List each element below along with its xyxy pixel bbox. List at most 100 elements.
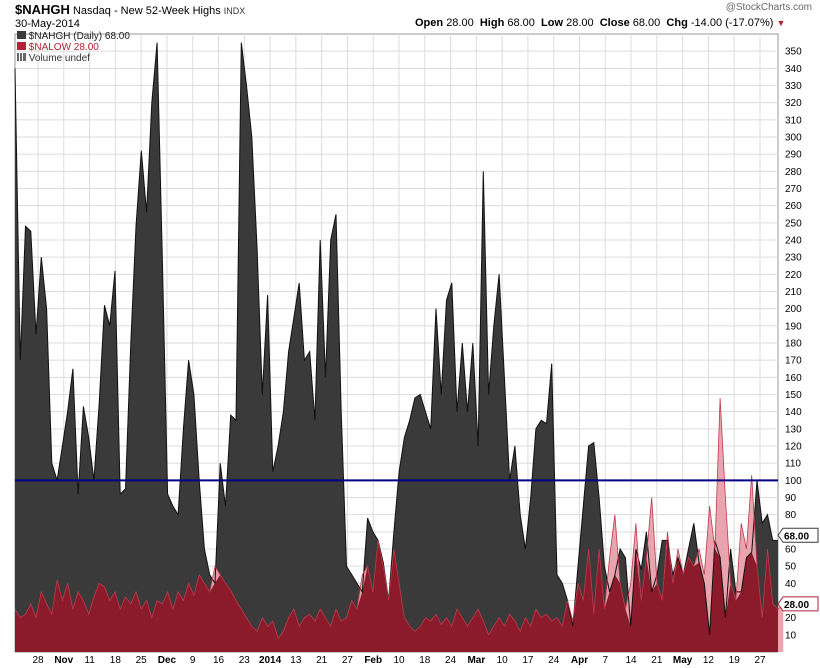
y-tick-label: 350 xyxy=(785,47,802,58)
x-tick-label: 10 xyxy=(497,655,509,666)
chart-date: 30-May-2014 xyxy=(15,18,80,30)
y-tick-label: 260 xyxy=(785,201,802,212)
price-tags: 68.00 28.00 xyxy=(777,527,819,612)
high-label: High xyxy=(479,17,505,29)
x-tick-label: 2014 xyxy=(259,655,282,666)
high-value: 68.00 xyxy=(507,17,535,29)
x-tick-label: 11 xyxy=(84,655,95,666)
x-tick-label: 18 xyxy=(419,655,431,666)
y-tick-label: 140 xyxy=(785,407,802,418)
y-tick-label: 330 xyxy=(785,81,802,92)
legend-item-highs: $NAHGH (Daily) 68.00 xyxy=(17,31,130,42)
y-tick-label: 80 xyxy=(785,510,797,521)
price-tag-lows: 28.00 xyxy=(777,596,819,612)
y-axis: 1020304050607080901001101201301401501601… xyxy=(785,47,802,642)
series-layer xyxy=(14,42,784,653)
price-tag-highs-shape xyxy=(777,527,819,543)
legend: $NAHGH (Daily) 68.00 $NALOW 28.00 Volume… xyxy=(17,31,130,64)
x-tick-label: 9 xyxy=(190,655,196,666)
price-tag-highs: 68.00 xyxy=(777,527,819,543)
y-tick-label: 320 xyxy=(785,98,802,109)
x-tick-label: 28 xyxy=(32,655,44,666)
close-value: 68.00 xyxy=(632,17,661,29)
ohlc-row: Open 28.00 High 68.00 Low 28.00 Close 68… xyxy=(415,17,785,29)
x-tick-label: 10 xyxy=(393,655,405,666)
y-tick-label: 230 xyxy=(785,253,802,264)
low-value: 28.00 xyxy=(566,17,594,29)
price-tag-highs-label: 68.00 xyxy=(784,531,809,542)
legend-item-volume: Volume undef xyxy=(17,53,130,64)
y-tick-label: 150 xyxy=(785,390,802,401)
overlap-area xyxy=(15,540,778,652)
y-tick-label: 220 xyxy=(785,270,802,281)
highs-area xyxy=(15,42,778,653)
x-tick-label: 19 xyxy=(729,655,741,666)
x-tick-label: Nov xyxy=(54,655,73,666)
y-tick-label: 170 xyxy=(785,356,802,367)
price-tag-lows-shape xyxy=(777,596,819,612)
y-tick-label: 210 xyxy=(785,287,802,298)
open-label: Open xyxy=(415,17,444,29)
y-tick-label: 180 xyxy=(785,339,802,350)
y-tick-label: 160 xyxy=(785,373,802,384)
x-tick-label: 25 xyxy=(136,655,148,666)
legend-item-lows: $NALOW 28.00 xyxy=(17,42,130,53)
legend-label-volume: Volume undef xyxy=(28,53,90,64)
x-tick-label: 14 xyxy=(626,655,638,666)
y-tick-label: 100 xyxy=(785,476,802,487)
y-tick-label: 250 xyxy=(785,218,802,229)
y-tick-label: 280 xyxy=(785,167,802,178)
y-tick-label: 40 xyxy=(785,579,797,590)
x-axis: 28 Nov 11 18 25 Dec 9 16 23 2014 13 21 27 Feb 10 18 24 Ma… xyxy=(32,655,766,666)
x-tick-label: 27 xyxy=(342,655,354,666)
lows-line xyxy=(14,397,784,640)
x-tick-label: Mar xyxy=(467,655,485,666)
x-tick-label: 27 xyxy=(754,655,766,666)
x-tick-label: May xyxy=(673,655,693,666)
chg-label: Chg xyxy=(666,17,688,29)
exchange: INDX xyxy=(223,6,246,16)
y-tick-label: 130 xyxy=(785,424,802,435)
y-tick-label: 290 xyxy=(785,150,802,161)
x-tick-label: 23 xyxy=(239,655,251,666)
volume-bars-icon xyxy=(17,53,26,61)
x-tick-label: 21 xyxy=(316,655,328,666)
legend-label-lows: $NALOW 28.00 xyxy=(28,42,99,53)
chg-value: -14.00 (-17.07%) xyxy=(690,17,774,29)
y-tick-label: 300 xyxy=(785,133,802,144)
y-tick-label: 90 xyxy=(785,493,797,504)
close-label: Close xyxy=(599,17,630,29)
symbol: $NAHGH xyxy=(15,2,70,17)
y-tick-label: 310 xyxy=(785,115,802,126)
chart-title: Nasdaq - New 52-Week Highs xyxy=(72,5,221,17)
y-tick-label: 340 xyxy=(785,64,802,75)
y-tick-label: 60 xyxy=(785,545,797,556)
y-tick-label: 20 xyxy=(785,613,797,624)
low-label: Low xyxy=(541,17,564,29)
x-tick-label: 21 xyxy=(651,655,663,666)
area-swatch-icon xyxy=(17,31,26,39)
x-tick-label: Apr xyxy=(571,655,588,666)
x-tick-label: Dec xyxy=(158,655,177,666)
x-tick-label: 17 xyxy=(522,655,534,666)
y-tick-label: 50 xyxy=(785,562,797,573)
price-tag-lows-label: 28.00 xyxy=(784,600,809,611)
open-value: 28.00 xyxy=(446,17,474,29)
x-tick-label: 16 xyxy=(213,655,225,666)
area-swatch-icon xyxy=(17,42,26,50)
highs-line xyxy=(14,42,778,635)
x-tick-label: 12 xyxy=(703,655,715,666)
legend-label-highs: $NAHGH (Daily) 68.00 xyxy=(28,31,130,42)
down-arrow-icon: ▼ xyxy=(776,18,786,28)
x-tick-label: 13 xyxy=(290,655,302,666)
title-row: $NAHGH Nasdaq - New 52-Week Highs INDX xyxy=(15,2,245,17)
x-tick-label: 7 xyxy=(603,655,609,666)
y-tick-label: 110 xyxy=(785,459,801,470)
x-tick-label: Feb xyxy=(364,655,382,666)
y-tick-label: 190 xyxy=(785,321,802,332)
y-tick-label: 10 xyxy=(785,630,797,641)
y-tick-label: 120 xyxy=(785,442,802,453)
x-tick-label: 24 xyxy=(445,655,457,666)
y-tick-label: 270 xyxy=(785,184,802,195)
